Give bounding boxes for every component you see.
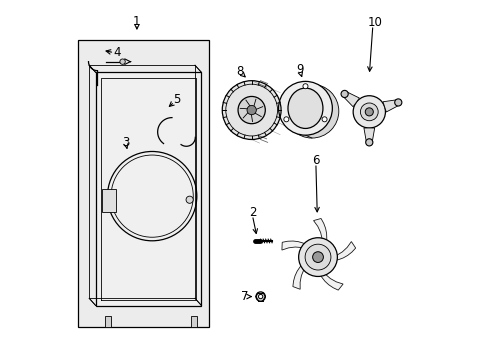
Circle shape [340, 90, 347, 98]
Circle shape [185, 196, 193, 203]
Polygon shape [104, 316, 111, 327]
Circle shape [352, 96, 385, 128]
Circle shape [365, 108, 372, 116]
Circle shape [278, 81, 332, 135]
Polygon shape [313, 219, 326, 246]
Circle shape [365, 139, 372, 146]
Text: 9: 9 [296, 63, 304, 76]
Circle shape [312, 252, 323, 262]
Text: 6: 6 [311, 154, 319, 167]
Text: 3: 3 [122, 136, 130, 149]
Polygon shape [363, 128, 374, 142]
Text: 4: 4 [113, 46, 121, 59]
Polygon shape [319, 269, 343, 290]
Polygon shape [96, 72, 201, 306]
Circle shape [360, 103, 377, 121]
Text: 8: 8 [236, 65, 244, 78]
Text: 5: 5 [172, 93, 180, 106]
Ellipse shape [120, 59, 125, 64]
Polygon shape [102, 189, 116, 212]
Polygon shape [281, 241, 309, 250]
Text: 1: 1 [133, 15, 141, 28]
Circle shape [303, 84, 307, 89]
Polygon shape [330, 242, 355, 261]
Polygon shape [190, 316, 197, 327]
Circle shape [283, 117, 288, 122]
Circle shape [394, 99, 401, 106]
Circle shape [238, 96, 265, 124]
Polygon shape [342, 92, 359, 107]
Circle shape [305, 244, 330, 270]
Circle shape [322, 117, 326, 122]
Text: 2: 2 [248, 206, 256, 219]
Polygon shape [292, 262, 307, 289]
Circle shape [255, 292, 265, 301]
Circle shape [285, 84, 338, 138]
Polygon shape [78, 40, 208, 327]
Text: 10: 10 [367, 16, 382, 29]
Circle shape [298, 238, 337, 276]
Circle shape [258, 294, 262, 299]
Circle shape [246, 105, 256, 115]
Text: 7: 7 [240, 290, 248, 303]
Circle shape [222, 81, 281, 139]
Ellipse shape [287, 88, 322, 129]
Polygon shape [382, 100, 398, 112]
